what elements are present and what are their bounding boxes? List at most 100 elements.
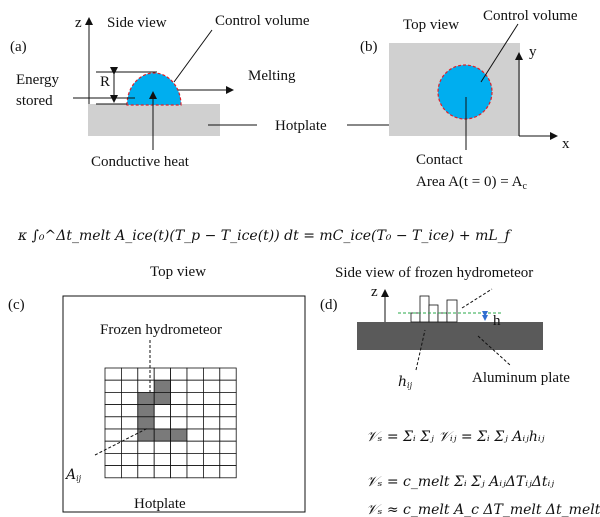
grid-cell [202,440,221,454]
grid-cell [153,416,171,430]
grid-cell [121,379,139,393]
energy-balance-equation: κ ∫₀^Δt_melt A_ice(t)(T_p − T_ice(t)) dt… [17,228,513,244]
grid-cell-shaded [170,428,188,442]
control-volume-label-b: Control volume [483,8,578,24]
panel-label-d: (d) [320,297,338,313]
grid-cell-shaded [137,428,155,442]
hotplate-label-c: Hotplate [134,496,186,512]
grid-cell [186,391,204,405]
grid-cell [202,452,221,466]
aluminum-plate-label: Aluminum plate [472,370,570,386]
grid-cell [202,465,221,479]
hij-label: hij [398,374,413,390]
grid-cell [186,452,204,466]
side-view-frozen-title: Side view of frozen hydrometeor [335,265,533,281]
h-label: h [493,313,501,329]
contact-label-2: Area A(t = 0) = Ac [416,174,527,192]
grid-cell [104,391,122,405]
grid-cell [202,404,221,418]
grid-cell [202,367,221,381]
hij-leader [415,329,426,371]
z-axis-label: z [75,15,82,31]
grid-cell [121,465,139,479]
grid-cell [186,367,204,381]
grid-cell [170,367,188,381]
contact-area-circle [437,64,493,120]
grid-cell [104,416,122,430]
grid-cell [153,452,171,466]
grid-cell [202,416,221,430]
area-label: Aij [64,467,82,483]
plate-leader [477,335,511,366]
pixel-grid [104,367,237,479]
grid-cell [219,440,237,454]
grid-cell [170,379,188,393]
panel-d: Side view of frozen hydrometeor (d) z h … [320,265,600,517]
grid-cell [186,379,204,393]
top-view-title: Top view [403,17,459,33]
grid-cell-shaded [153,428,171,442]
y-axis-label: y [529,44,537,60]
grid-cell [153,404,171,418]
grid-cell [104,452,122,466]
grid-cell [219,452,237,466]
conductive-heat-label: Conductive heat [91,154,190,170]
grid-cell-shaded [137,416,155,430]
grid-cell [186,428,204,442]
grid-cell [219,428,237,442]
grid-cell [170,416,188,430]
grid-cell [153,440,171,454]
z-axis-label-d: z [371,284,378,300]
grid-cell [186,465,204,479]
grid-cell [202,428,221,442]
grid-cell [219,465,237,479]
grid-cell [202,379,221,393]
grid-cell [137,367,155,381]
grid-cell [170,404,188,418]
hotplate [88,104,220,136]
grid-cell [170,440,188,454]
grid-cell [219,391,237,405]
volume-equation-2: 𝒱ₛ = c_melt Σᵢ Σⱼ AᵢⱼΔTᵢⱼΔtᵢⱼ [366,474,554,490]
grid-cell-shaded [137,391,155,405]
ice-dome [126,72,182,106]
panel-b: y x Top view (b) Control volume Contact … [360,8,578,192]
grid-cell [121,440,139,454]
hotplate-box [62,295,306,513]
grid-cell [104,367,122,381]
energy-label-2: stored [16,93,53,109]
grid-cell [202,391,221,405]
grid-cell [170,452,188,466]
aluminum-plate [357,322,543,350]
grid-cell [186,416,204,430]
control-volume-leader-b [480,23,519,83]
panel-label-b: (b) [360,39,378,55]
grid-cell [121,367,139,381]
column [446,299,458,323]
grid-cell [137,452,155,466]
side-view-title: Side view [107,15,167,31]
grid-cell [219,367,237,381]
grid-cell [153,367,171,381]
control-volume-leader [173,29,213,83]
top-view-title-c: Top view [150,264,206,280]
volume-equation-3: 𝒱ₛ ≈ c_melt A_c ΔT_melt Δt_melt . [366,502,600,517]
grid-cell [121,428,139,442]
grid-cell [170,391,188,405]
frozen-hydrometeor-label: Frozen hydrometeor [100,322,222,338]
volume-equation-1: 𝒱ₛ = Σᵢ Σⱼ 𝒱ᵢⱼ = Σᵢ Σⱼ Aᵢⱼhᵢⱼ [366,429,545,445]
height-columns [410,295,458,323]
hotplate-label: Hotplate [275,118,327,134]
grid-cell [104,379,122,393]
grid-cell [219,404,237,418]
energy-label-1: Energy [16,72,60,88]
x-axis-label: x [562,136,570,152]
radius-label: R [100,74,110,90]
column [437,312,448,323]
grid-cell [137,465,155,479]
panel-label-a: (a) [10,39,27,55]
grid-cell [137,379,155,393]
grid-cell [121,452,139,466]
grid-cell-shaded [137,404,155,418]
panel-c: Top view (c) Frozen hydrometeor Aij Hotp… [8,264,306,513]
